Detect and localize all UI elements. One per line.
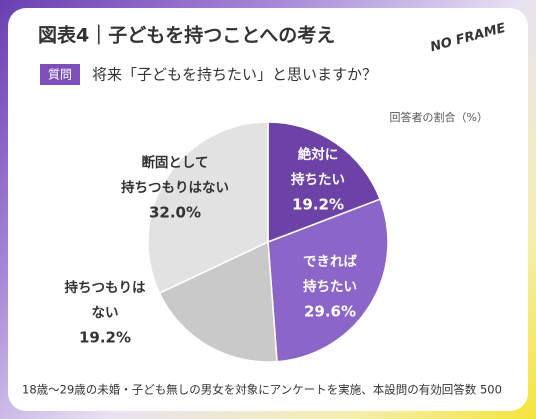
- pie-slice: [147, 121, 269, 295]
- slice-label: 持ちたい: [303, 278, 357, 295]
- value-label: 32.0%: [149, 204, 201, 222]
- unit-note: 回答者の割合（%）: [390, 110, 488, 124]
- question: 将来「子どもを持ちたい」と思いますか？: [92, 66, 377, 84]
- slice-label: 持ちつもりは: [65, 279, 146, 296]
- pie-slice: [267, 198, 389, 363]
- value-label: 29.6%: [304, 303, 356, 321]
- slice-label: できれば: [303, 254, 357, 270]
- value-label: 19.2%: [79, 329, 131, 347]
- logo: NO FRAME: [429, 21, 508, 56]
- question-badge: 質問: [48, 67, 72, 82]
- slice-label: 断固として: [141, 154, 208, 171]
- slice-label: 持ちつもりはない: [121, 179, 229, 196]
- footnote: 18歳〜29歳の未婚・子ども無しの男女を対象にアンケートを実施、本設問の有効回答…: [22, 383, 502, 397]
- pie-slice: [267, 121, 382, 244]
- slice-label: 持ちたい: [291, 171, 345, 188]
- slice-label: ない: [92, 305, 119, 321]
- value-label: 19.2%: [292, 196, 344, 214]
- slice-label: 絶対に: [298, 146, 339, 163]
- chart-title: 図表4｜子どもを持つことへの考え: [38, 24, 335, 47]
- question-badge-bg: [40, 64, 80, 85]
- pie-slice: [158, 240, 278, 363]
